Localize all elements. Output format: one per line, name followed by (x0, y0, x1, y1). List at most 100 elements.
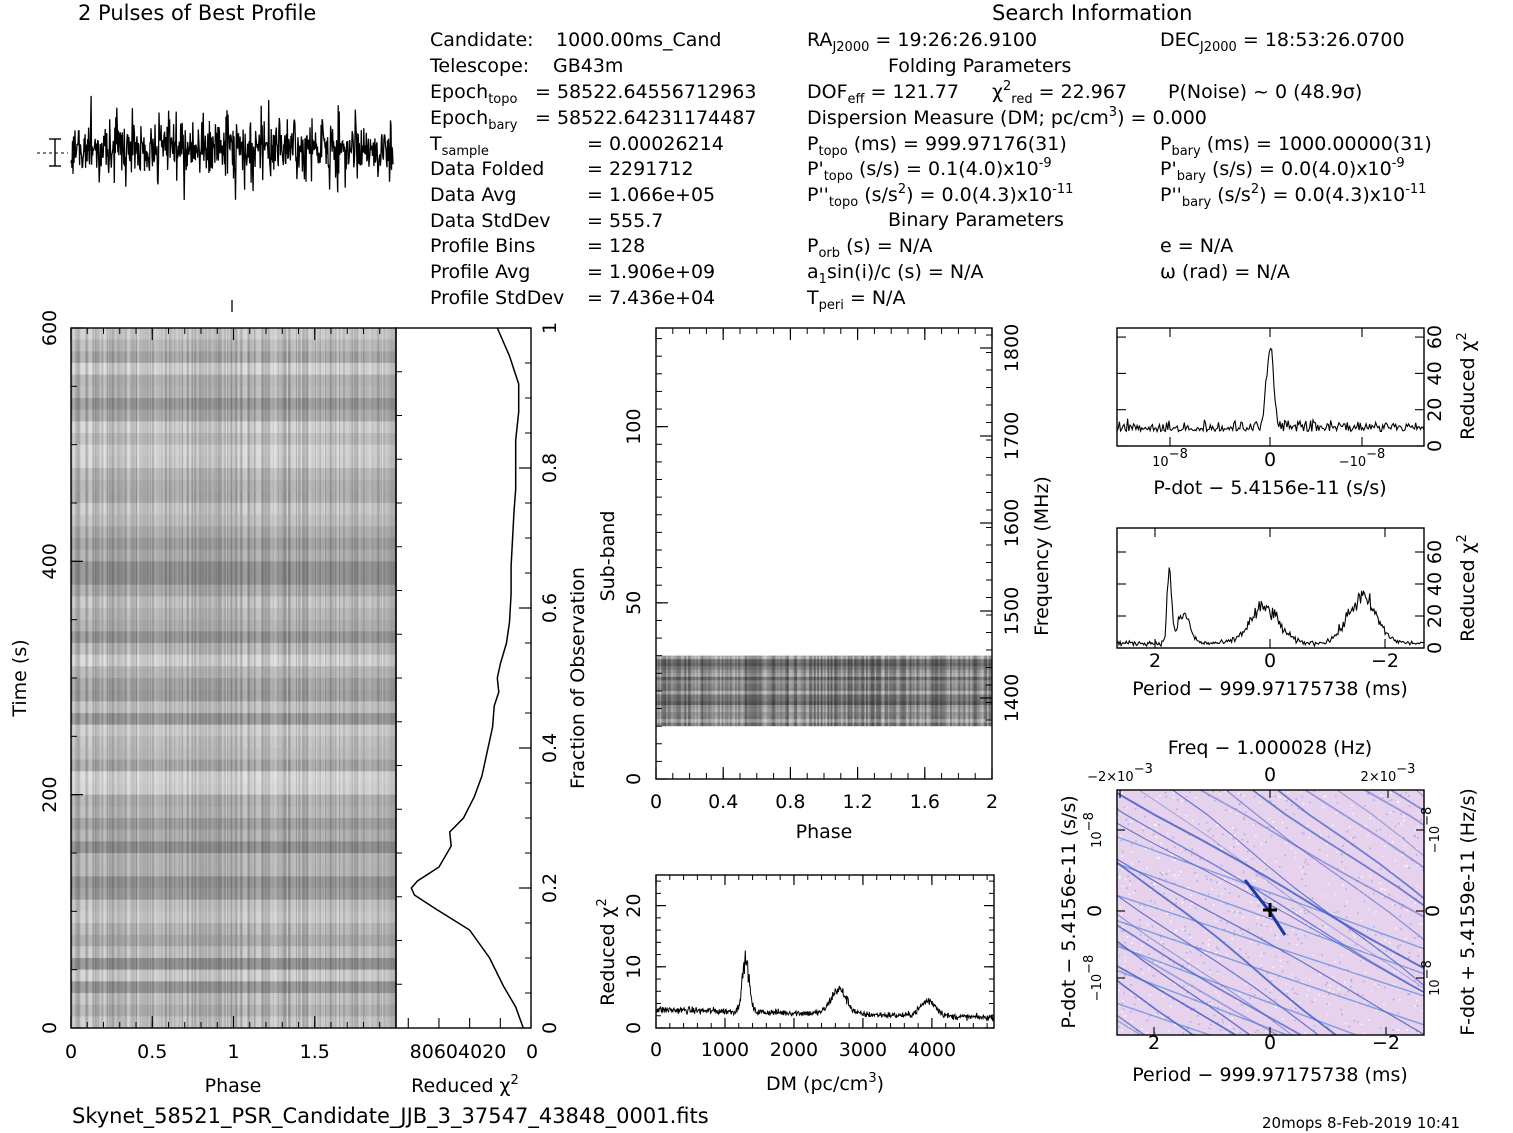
subband-ticks: 0 0.4 0.8 1.2 1.6 2 0 50 100 1400 1500 1600 1700 1800… (597, 324, 1053, 843)
phase-column (186, 328, 189, 1028)
noise-speck (1215, 991, 1217, 993)
subband-column (817, 655, 820, 727)
noise-speck (1129, 1010, 1132, 1013)
noise-speck (1380, 933, 1383, 936)
time-row (71, 911, 396, 923)
noise-speck (1279, 959, 1282, 962)
noise-speck (1354, 936, 1356, 938)
noise-speck (1151, 925, 1154, 928)
phase-column (290, 328, 293, 1028)
noise-speck (1239, 948, 1241, 951)
noise-speck (1384, 893, 1387, 896)
phase-column (82, 328, 84, 1028)
noise-speck (1320, 860, 1323, 862)
contour-line (1336, 790, 1424, 857)
phase-column (223, 328, 225, 1028)
noise-speck (1290, 847, 1293, 850)
noise-speck (1122, 1000, 1124, 1003)
noise-speck (1207, 943, 1210, 946)
subband-column (790, 655, 793, 727)
noise-speck (1147, 939, 1149, 941)
phase-column (116, 328, 119, 1028)
phase-column (125, 328, 128, 1028)
subband-column (929, 655, 932, 727)
phase-column (131, 328, 134, 1028)
time-row (71, 864, 396, 877)
noise-speck (1373, 799, 1375, 801)
noise-speck (1153, 918, 1155, 920)
noise-speck (1172, 792, 1175, 794)
phase-column (213, 328, 215, 1028)
noise-speck (1255, 874, 1257, 876)
subband-row (656, 676, 992, 681)
tick-label: 200 (39, 777, 61, 813)
noise-speck (1258, 911, 1261, 913)
phase-column (343, 328, 346, 1028)
subband-column (778, 655, 781, 727)
noise-speck (1155, 836, 1157, 838)
noise-speck (1268, 893, 1271, 896)
phase-column (288, 328, 290, 1028)
noise-speck (1189, 906, 1191, 909)
noise-speck (1303, 909, 1306, 912)
noise-speck (1346, 969, 1349, 971)
phase-column (134, 328, 137, 1028)
tick-label: 1500 (1001, 587, 1023, 635)
subband-column (988, 655, 991, 727)
noise-speck (1172, 858, 1174, 861)
noise-speck (1195, 945, 1198, 948)
noise-speck (1326, 1013, 1329, 1016)
subband-column (719, 655, 722, 727)
tick-label: 0 (1424, 642, 1446, 654)
noise-speck (1246, 1009, 1249, 1012)
noise-speck (1221, 847, 1224, 849)
chi2-text: χ2red = 22.967 (992, 79, 1127, 107)
noise-speck (1394, 825, 1397, 828)
noise-speck (1275, 1006, 1277, 1009)
subband-column (968, 655, 971, 727)
phase-column (180, 328, 182, 1028)
noise-speck (1416, 847, 1418, 850)
noise-speck (1191, 902, 1193, 905)
phase-column (345, 328, 347, 1028)
noise-speck (1126, 936, 1129, 938)
noise-speck (1175, 897, 1178, 900)
phase-column (378, 328, 380, 1028)
noise-speck (1301, 942, 1303, 945)
subband-column (820, 655, 823, 727)
noise-speck (1390, 799, 1393, 801)
noise-speck (1126, 887, 1128, 889)
tick-label: 20 (1424, 604, 1446, 628)
noise-speck (1265, 923, 1267, 926)
noise-speck (1186, 963, 1189, 965)
phase-column (329, 328, 332, 1028)
subband-column (716, 655, 719, 727)
noise-speck (1232, 882, 1235, 884)
phase-column (336, 328, 338, 1028)
phase-column (328, 328, 331, 1028)
phase-column (356, 328, 359, 1028)
phase-column (270, 328, 272, 1028)
phase-column (135, 328, 138, 1028)
noise-speck (1417, 837, 1419, 839)
noise-speck (1246, 841, 1249, 843)
phase-column (200, 328, 203, 1028)
noise-speck (1387, 802, 1390, 804)
noise-speck (1340, 853, 1343, 856)
time-row (71, 351, 396, 363)
noise-speck (1397, 947, 1399, 949)
noise-speck (1156, 1012, 1158, 1015)
subband-column (832, 655, 835, 727)
noise-speck (1304, 912, 1306, 915)
noise-speck (1187, 886, 1189, 889)
noise-speck (1270, 834, 1273, 837)
noise-speck (1175, 930, 1177, 932)
noise-speck (1265, 868, 1268, 871)
noise-speck (1207, 830, 1210, 832)
time-row (71, 573, 396, 585)
subband-column (950, 655, 952, 727)
phase-column (112, 328, 115, 1028)
noise-speck (1150, 900, 1153, 902)
tick-label: 0 (650, 1039, 662, 1061)
noise-speck (1328, 989, 1330, 992)
